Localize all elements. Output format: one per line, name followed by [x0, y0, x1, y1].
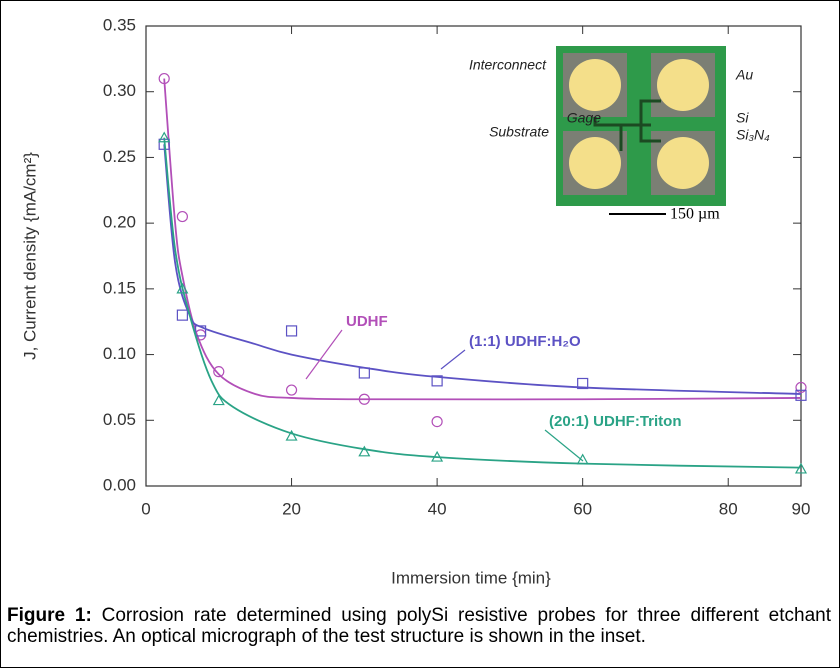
fit-curve	[163, 78, 802, 401]
point	[358, 445, 371, 457]
y-tick-label: 0.35	[103, 15, 136, 34]
point	[158, 72, 170, 85]
point	[794, 462, 808, 474]
inset-label: Si₃N₄	[736, 127, 770, 143]
inset-label: Substrate	[489, 124, 549, 140]
x-tick-label: 80	[719, 499, 738, 518]
point	[577, 377, 589, 390]
inset-label: Au	[735, 67, 753, 83]
point	[285, 384, 298, 396]
point	[176, 210, 188, 223]
point	[285, 325, 298, 337]
leader-line	[440, 349, 466, 370]
inset-label: Gage	[567, 110, 601, 126]
point	[358, 367, 370, 379]
caption: Figure 1: Corrosion rate determined usin…	[7, 605, 831, 647]
y-tick-label: 0.20	[103, 213, 136, 232]
point	[431, 375, 443, 387]
leader-line	[544, 429, 584, 462]
point	[431, 450, 444, 462]
point	[576, 453, 589, 465]
point	[212, 394, 225, 406]
point	[795, 381, 807, 394]
scale-label: 150 µm	[670, 206, 720, 223]
inset-au	[657, 137, 709, 189]
inset-label: Interconnect	[469, 57, 547, 73]
fit-curve	[163, 144, 802, 395]
y-tick-label: 0.25	[103, 147, 136, 166]
inset-au	[657, 59, 709, 111]
point	[358, 393, 370, 405]
x-tick-label: 90	[792, 499, 811, 518]
series-label: (1:1) UDHF:H₂O	[469, 333, 581, 350]
series-label: (20:1) UDHF:Triton	[549, 413, 682, 430]
inset-au	[569, 137, 621, 189]
point	[795, 389, 807, 401]
series-label: UDHF	[346, 313, 388, 330]
y-tick-label: 0.10	[103, 344, 136, 363]
x-tick-label: 0	[141, 499, 150, 518]
x-tick-label: 40	[428, 499, 447, 518]
plot-frame	[145, 25, 802, 487]
point	[194, 325, 207, 337]
x-tick-label: 20	[282, 499, 301, 518]
point	[176, 309, 188, 321]
y-tick-label: 0.30	[103, 81, 136, 100]
point	[213, 366, 225, 378]
point	[176, 282, 189, 294]
leader-line	[305, 329, 343, 380]
x-axis-label: Immersion time {min}	[391, 568, 551, 587]
point	[158, 131, 171, 143]
point	[285, 429, 298, 441]
caption-label: Figure 1:	[7, 605, 92, 626]
chart: 0.00 0.05 0.10 0.15 0.20 0.25 0.30 0.35 0 20 40 60 8…	[20, 15, 811, 587]
y-tick-label: 0.00	[103, 475, 136, 494]
inset: Interconnect Au Gage Si Substrate Si₃N₄ 150 µm	[469, 46, 770, 223]
y-tick-label: 0.05	[103, 410, 136, 429]
point	[431, 416, 443, 428]
y-tick-label: 0.15	[103, 278, 136, 297]
inset-interconnect	[593, 99, 661, 151]
inset-au	[569, 59, 621, 111]
inset-label: Si	[736, 110, 749, 126]
x-tick-label: 60	[573, 499, 592, 518]
caption-text: Corrosion rate determined using polySi r…	[7, 605, 831, 647]
y-axis-label: J, Current density {mA/cm²}	[20, 152, 39, 360]
